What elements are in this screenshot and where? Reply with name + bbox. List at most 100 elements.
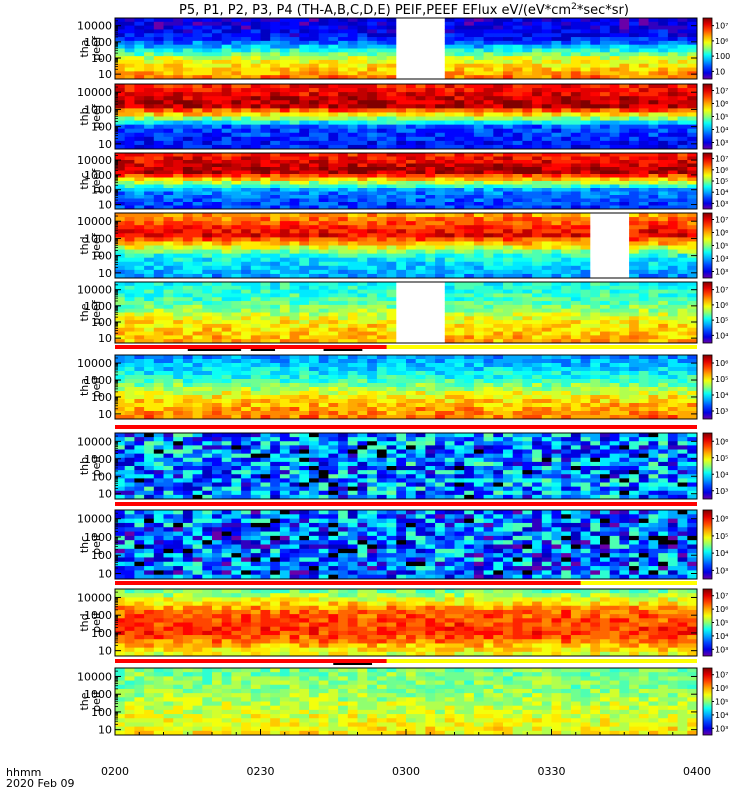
heatmap-cell — [357, 359, 368, 364]
heatmap-cell — [279, 112, 290, 117]
heatmap-cell — [580, 44, 591, 49]
heatmap-cell — [541, 195, 552, 199]
heatmap-cell — [260, 339, 271, 344]
heatmap-cell — [309, 331, 320, 336]
heatmap-cell — [483, 108, 494, 113]
heatmap-cell — [299, 261, 310, 267]
heatmap-cell — [221, 25, 232, 30]
heatmap-cell — [522, 156, 533, 161]
heatmap-cell — [551, 273, 562, 279]
heatmap-cell — [464, 233, 475, 238]
heatmap-cell — [328, 40, 339, 46]
heatmap-cell — [619, 104, 630, 109]
heatmap-cell — [279, 40, 290, 46]
heatmap-cell — [270, 163, 281, 168]
heatmap-cell — [386, 136, 397, 142]
heatmap-cell — [561, 29, 572, 34]
heatmap-cell — [367, 156, 378, 161]
heatmap-cell — [667, 316, 678, 321]
heatmap-cell — [570, 181, 581, 185]
heatmap-cell — [648, 167, 659, 171]
heatmap-cell — [551, 205, 562, 210]
colorbar-label: [eV/(cm²-s-sr-eV)] (C) — [735, 136, 745, 227]
heatmap-cell — [619, 304, 630, 310]
heatmap-cell — [629, 44, 640, 49]
heatmap-cell — [551, 237, 562, 242]
heatmap-cell — [396, 188, 407, 192]
heatmap-cell — [182, 312, 193, 317]
heatmap-cell — [687, 52, 698, 57]
heatmap-cell — [493, 181, 504, 185]
colorbar-tick-label: 10⁴ — [715, 188, 728, 197]
heatmap-cell — [541, 153, 552, 157]
heatmap-cell — [212, 167, 223, 171]
heatmap-cell — [493, 253, 504, 259]
heatmap-cell — [134, 323, 145, 329]
heatmap-cell — [279, 257, 290, 263]
heatmap-cell — [551, 21, 562, 27]
heatmap-cell — [260, 320, 271, 325]
heatmap-cell — [444, 48, 455, 53]
heatmap-cell — [658, 320, 669, 325]
heatmap-cell — [406, 167, 417, 171]
heatmap-cell — [153, 245, 164, 250]
heatmap-cell — [221, 312, 232, 317]
heatmap-cell — [338, 29, 349, 34]
heatmap-cell — [629, 29, 640, 34]
heatmap-cell — [144, 363, 155, 368]
heatmap-cell — [202, 225, 213, 230]
heatmap-cell — [376, 29, 387, 34]
heatmap-cell — [551, 56, 562, 61]
heatmap-cell — [541, 67, 552, 72]
heatmap-cell — [493, 359, 504, 364]
heatmap-cell — [241, 261, 252, 267]
heatmap-cell — [483, 316, 494, 321]
heatmap-cell — [299, 198, 310, 203]
heatmap-cell — [328, 144, 339, 150]
heatmap-cell — [221, 195, 232, 199]
heatmap-cell — [444, 188, 455, 192]
heatmap-cell — [221, 132, 232, 138]
heatmap-cell — [648, 144, 659, 150]
heatmap-cell — [658, 198, 669, 203]
heatmap-cell — [483, 195, 494, 199]
heatmap-cell — [551, 170, 562, 175]
heatmap-cell — [493, 104, 504, 109]
heatmap-cell — [629, 33, 640, 38]
heatmap-cell — [376, 308, 387, 313]
heatmap-cell — [153, 181, 164, 185]
heatmap-cell — [134, 249, 145, 255]
heatmap-cell — [473, 177, 484, 182]
heatmap-cell — [551, 285, 562, 291]
heatmap-cell — [483, 163, 494, 168]
heatmap-cell — [221, 37, 232, 42]
heatmap-cell — [464, 316, 475, 321]
heatmap-cell — [648, 100, 659, 105]
heatmap-cell — [202, 269, 213, 275]
heatmap-cell — [270, 40, 281, 46]
heatmap-cell — [279, 96, 290, 101]
heatmap-cell — [687, 163, 698, 168]
heatmap-cell — [338, 18, 349, 23]
heatmap-cell — [425, 269, 436, 275]
heatmap-cell — [173, 188, 184, 192]
heatmap-cell — [638, 120, 649, 126]
heatmap-cell — [124, 21, 135, 27]
heatmap-cell — [619, 153, 630, 157]
heatmap-cell — [163, 59, 174, 65]
heatmap-cell — [464, 67, 475, 72]
heatmap-cell — [561, 18, 572, 23]
heatmap-cell — [231, 112, 242, 117]
heatmap-cell — [270, 177, 281, 182]
heatmap-cell — [600, 140, 611, 146]
heatmap-cell — [260, 29, 271, 34]
heatmap-cell — [338, 112, 349, 117]
heatmap-cell — [231, 124, 242, 130]
heatmap-cell — [328, 140, 339, 146]
heatmap-cell — [318, 249, 329, 255]
heatmap-cell — [202, 44, 213, 49]
heatmap-cell — [144, 174, 155, 178]
heatmap-cell — [260, 33, 271, 38]
heatmap-cell — [241, 202, 252, 206]
heatmap-cell — [687, 225, 698, 230]
